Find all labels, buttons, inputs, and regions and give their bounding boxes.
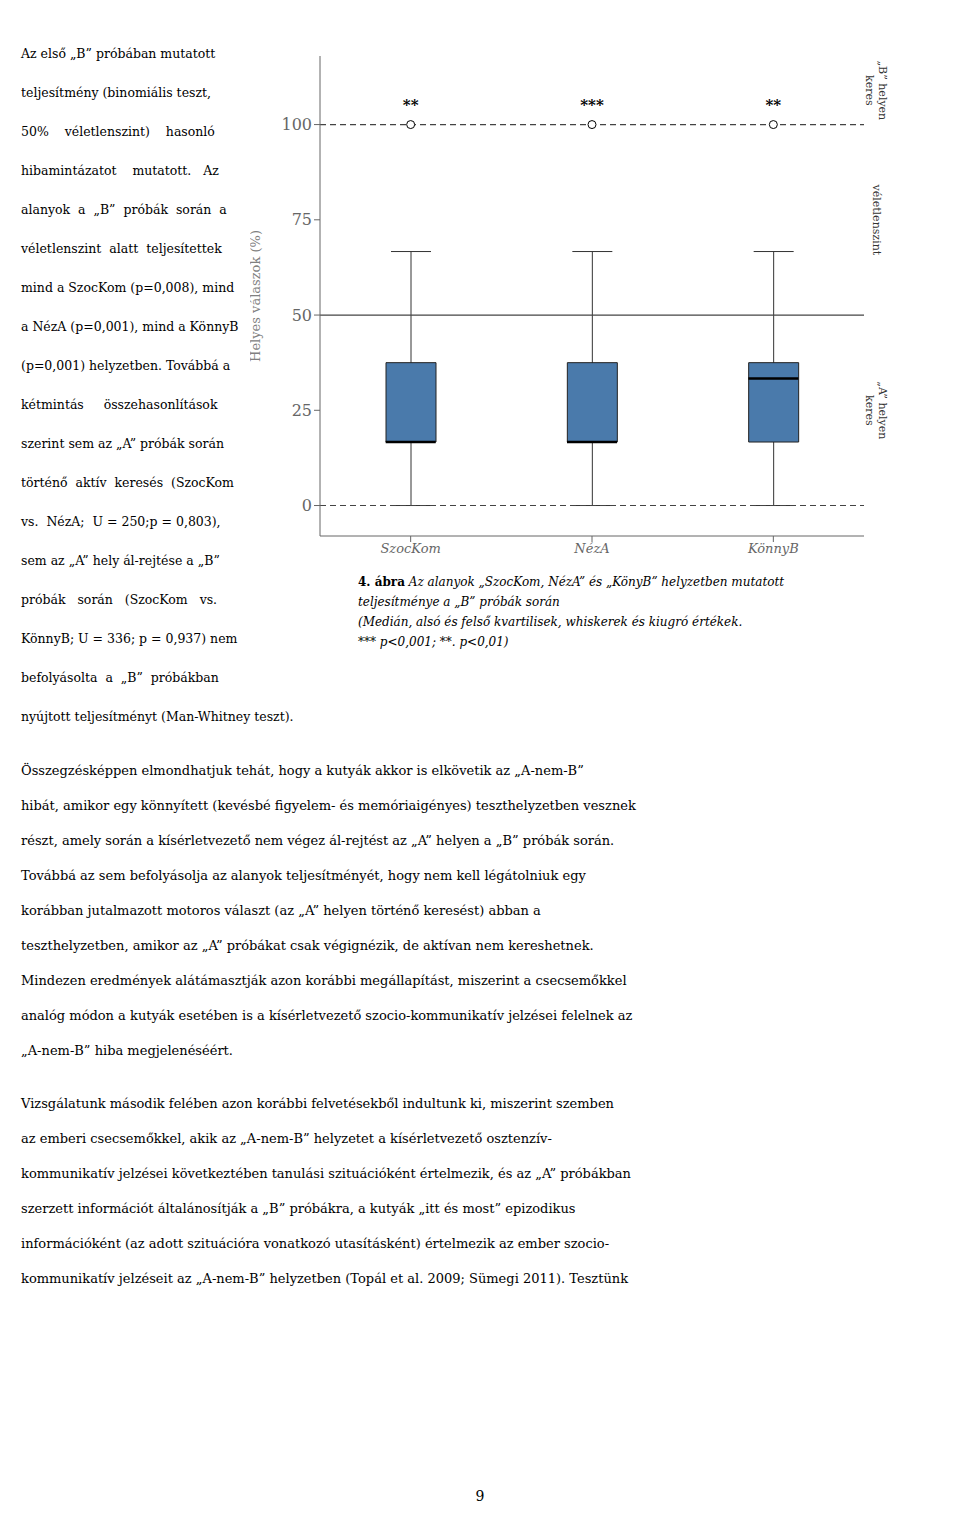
svg-text:„B” helyenkeres: „B” helyenkeres [863,60,889,120]
svg-text:Helyes válaszok (%): Helyes válaszok (%) [250,230,263,362]
html-text:teljesítmény (binomiális teszt: teljesítmény (binomiális teszt, [21,85,211,100]
html-text:vs. NézA; U = 250;p = 0,803),: vs. NézA; U = 250;p = 0,803), [21,514,221,529]
svg-text:50: 50 [292,306,312,325]
html-text:információként (az adott szitu: információként (az adott szituációra von… [21,1236,610,1251]
svg-text:***: *** [580,96,604,114]
html-text:(Medián, alsó és felső kvartil: (Medián, alsó és felső kvartilisek, whis… [358,615,743,629]
svg-text:75: 75 [292,210,312,229]
html-text:kommunikatív jelzései következ: kommunikatív jelzései következtében tanu… [21,1166,631,1181]
svg-text:„A” helyenkeres: „A” helyenkeres [863,381,889,439]
html-text:nyújtott teljesítményt (Man-Wh: nyújtott teljesítményt (Man-Whitney tesz… [21,709,294,724]
html-text:teljesítménye a „B” próbák sor: teljesítménye a „B” próbák során [358,595,560,609]
html-text:„A-nem-B” hiba megjelenéséért.: „A-nem-B” hiba megjelenéséért. [21,1043,233,1058]
html-text:teszthelyzetben, amikor az „A”: teszthelyzetben, amikor az „A” próbákat … [21,938,594,953]
svg-text:NézA: NézA [573,541,609,556]
html-text:*** p<0,001; **. p<0,01): *** p<0,001; **. p<0,01) [358,635,509,649]
html-text:a NézA (p=0,001), mind a Könny: a NézA (p=0,001), mind a KönnyB [21,319,239,334]
html-text:9: 9 [475,1488,485,1504]
html-text:mind a SzocKom (p=0,008), mind: mind a SzocKom (p=0,008), mind [21,280,235,295]
svg-text:25: 25 [292,401,312,420]
html-text:részt, amely során a kísérletv: részt, amely során a kísérletvezető nem … [21,833,615,848]
html-text:hibát, amikor egy könnyített (: hibát, amikor egy könnyített (kevésbé fi… [21,798,636,813]
html-text:Összegzésképpen elmondhatjuk t: Összegzésképpen elmondhatjuk tehát, hogy… [21,763,584,778]
svg-text:**: ** [403,96,419,114]
svg-text:**: ** [765,96,781,114]
svg-text:0: 0 [302,496,312,515]
html-text:Mindezen eredmények alátámaszt: Mindezen eredmények alátámasztják azon k… [21,973,627,988]
svg-text:100: 100 [281,115,312,134]
svg-text:SzocKom: SzocKom [380,541,440,556]
html-text:az emberi csecsemőkkel, akik a: az emberi csecsemőkkel, akik az „A-nem-B… [21,1131,552,1146]
html-text:alanyok a „B” próbák során a: alanyok a „B” próbák során a [21,202,227,217]
html-text:történő aktív keresés (SzocKom: történő aktív keresés (SzocKom [21,475,234,490]
html-text:KönnyB; U = 336; p = 0,937) ne: KönnyB; U = 336; p = 0,937) nem [21,631,238,646]
html-text:véletlenszint alatt teljesítet: véletlenszint alatt teljesítettek [21,241,222,256]
html-text:Továbbá az sem befolyásolja az: Továbbá az sem befolyásolja az alanyok t… [21,868,586,883]
html-text:kétmintás összehasonlítások: kétmintás összehasonlítások [21,397,218,412]
html-text:Vizsgálatunk második felében a: Vizsgálatunk második felében azon korább… [21,1096,614,1111]
html-text:analóg módon a kutyák esetében: analóg módon a kutyák esetében is a kísé… [21,1008,633,1023]
html-text:kommunikatív jelzéseit az „A-n: kommunikatív jelzéseit az „A-nem-B” hely… [21,1271,629,1286]
html-text:Az első „B” próbában mutatott: Az első „B” próbában mutatott [21,46,216,61]
html-text:befolyásolta a „B” próbákban: befolyásolta a „B” próbákban [21,670,219,685]
html-text:hibamintázatot mutatott. Az: hibamintázatot mutatott. Az [21,163,219,178]
html-text:korábban jutalmazott motoros v: korábban jutalmazott motoros választ (az… [21,903,541,918]
html-text:(p=0,001) helyzetben. Továbbá: (p=0,001) helyzetben. Továbbá a [21,358,231,373]
html-text:4. ábra Az alanyok „SzocKom, N: 4. ábra Az alanyok „SzocKom, NézA” és „K… [358,575,785,589]
html-text:sem az „A” hely ál-rejtése a „: sem az „A” hely ál-rejtése a „B” [21,553,220,568]
html-text:próbák során (SzocKom vs.: próbák során (SzocKom vs. [21,592,218,607]
svg-text:véletlenszint: véletlenszint [870,183,883,255]
html-text:szerzett információt általános: szerzett információt általánosítják a „B… [21,1201,576,1216]
html-text:szerint sem az „A” próbák sorá: szerint sem az „A” próbák során [21,436,224,451]
html-text:50% véletlenszint) hasonló: 50% véletlenszint) hasonló [21,124,215,139]
svg-text:KönnyB: KönnyB [747,541,799,556]
